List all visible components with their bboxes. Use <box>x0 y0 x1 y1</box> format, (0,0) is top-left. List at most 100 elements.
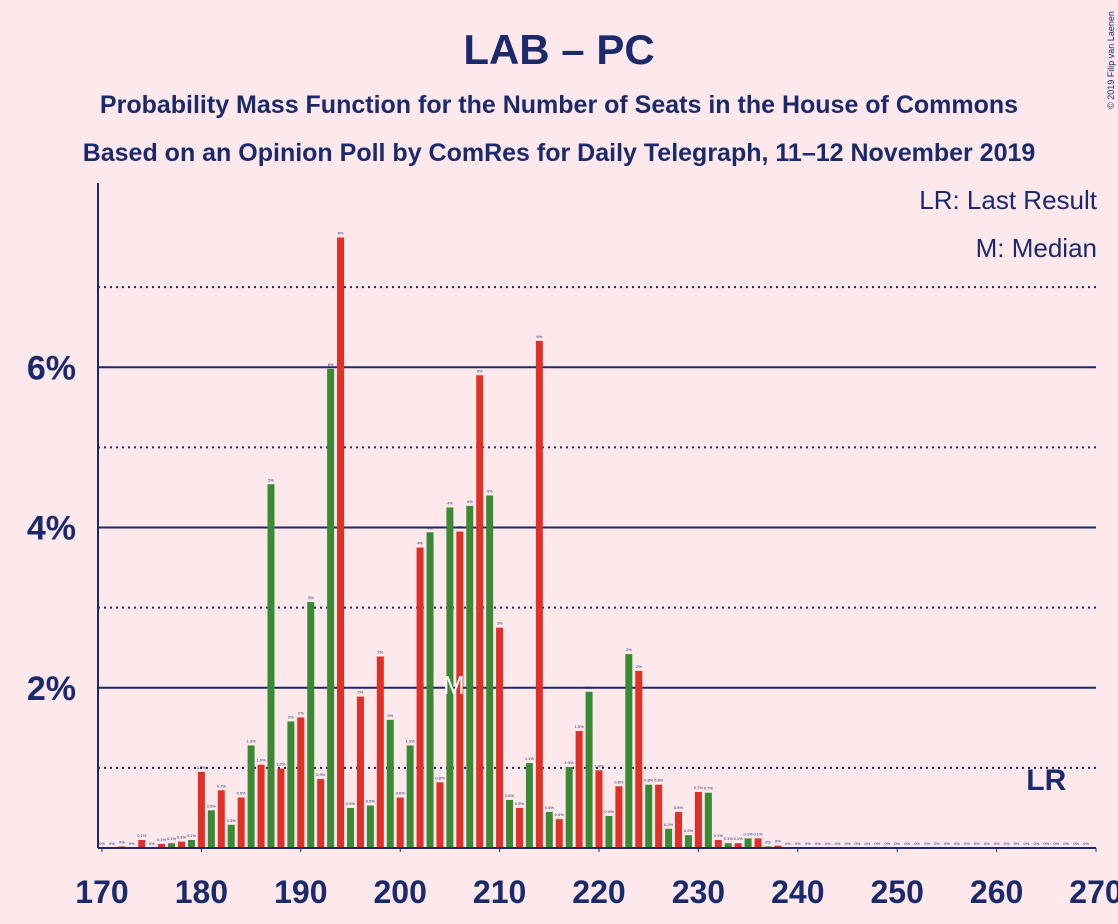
x-tick-label: 180 <box>175 874 228 910</box>
y-tick-label: 6% <box>27 349 76 387</box>
bar <box>217 790 225 848</box>
x-tick-label: 230 <box>672 874 725 910</box>
value-label: 0.7% <box>694 785 704 790</box>
bar <box>545 811 553 848</box>
bar <box>605 815 613 848</box>
value-label: 0% <box>765 839 771 844</box>
bar <box>515 807 523 848</box>
value-label: 0.3% <box>227 818 237 823</box>
value-label: 0.5% <box>515 801 525 806</box>
value-label: 0.4% <box>545 805 555 810</box>
value-label: 4% <box>457 525 463 530</box>
value-label: 4% <box>487 488 493 493</box>
bar <box>476 375 484 848</box>
value-label: 6% <box>477 368 483 373</box>
value-label: 0% <box>795 841 801 846</box>
bar <box>645 784 653 848</box>
value-label: 0% <box>775 839 781 844</box>
chart-title: LAB – PC <box>463 26 654 73</box>
bar <box>337 237 345 848</box>
value-label: 0% <box>99 841 105 846</box>
bar <box>347 807 354 848</box>
value-label: 0% <box>1063 841 1069 846</box>
bar <box>227 824 235 848</box>
value-label: 1.0% <box>256 758 266 763</box>
x-tick-label: 210 <box>473 874 526 910</box>
value-label: 8% <box>338 230 344 235</box>
value-label: 0% <box>944 841 950 846</box>
value-label: 0.1% <box>714 833 724 838</box>
bar <box>327 368 335 848</box>
value-label: 0% <box>805 841 811 846</box>
y-tick-label: 2% <box>27 670 76 708</box>
bar <box>366 805 374 848</box>
value-label: 0% <box>1014 841 1020 846</box>
value-label: 2% <box>626 647 632 652</box>
x-tick-label: 200 <box>374 874 427 910</box>
value-label: 0.6% <box>237 791 247 796</box>
value-label: 0.9% <box>316 772 326 777</box>
bar <box>416 547 424 848</box>
value-label: 0% <box>835 841 841 846</box>
value-label: 4% <box>427 525 433 530</box>
value-label: 1.0% <box>276 762 286 767</box>
value-label: 0% <box>914 841 920 846</box>
bar <box>665 828 673 848</box>
value-label: 0% <box>894 841 900 846</box>
value-label: 0.5% <box>674 805 684 810</box>
copyright: © 2019 Filip van Laenen <box>1106 11 1116 109</box>
value-label: 0.2% <box>664 822 674 827</box>
bar <box>207 810 215 848</box>
bar <box>138 839 146 848</box>
bar <box>694 791 702 848</box>
value-label: 0% <box>845 841 851 846</box>
bar <box>247 745 255 848</box>
bar <box>426 532 434 848</box>
value-label: 2% <box>387 713 393 718</box>
value-label: 0.2% <box>684 828 694 833</box>
value-label: 0.1% <box>187 833 197 838</box>
value-label: 0% <box>954 841 960 846</box>
value-label: 0% <box>904 841 910 846</box>
value-label: 1.1% <box>525 756 535 761</box>
value-label: 0.1% <box>753 831 763 836</box>
value-label: 0.1% <box>177 835 187 840</box>
bar <box>615 786 623 848</box>
value-label: 0% <box>815 841 821 846</box>
bar <box>635 670 643 848</box>
bar <box>625 654 633 848</box>
bar <box>704 792 712 848</box>
bar <box>466 505 474 848</box>
value-label: 2% <box>377 650 383 655</box>
bar <box>595 770 603 848</box>
value-label: 0% <box>825 841 831 846</box>
bar <box>158 843 166 848</box>
value-label: 0% <box>785 841 791 846</box>
chart-subtitle: Probability Mass Function for the Number… <box>100 91 1018 119</box>
value-label: 3% <box>497 621 503 626</box>
bar <box>356 696 364 848</box>
value-label: 2% <box>358 690 364 695</box>
bar <box>178 841 186 848</box>
value-label: 0% <box>1043 841 1049 846</box>
value-label: 0% <box>119 839 125 844</box>
value-label: 0.8% <box>435 775 445 780</box>
value-label: 2% <box>586 685 592 690</box>
value-label: 0.7% <box>704 786 714 791</box>
bar <box>754 838 762 848</box>
value-label: 5% <box>268 477 274 482</box>
value-label: 0.6% <box>505 793 515 798</box>
x-tick-label: 260 <box>970 874 1023 910</box>
bar <box>287 721 295 848</box>
value-label: 0% <box>1073 841 1079 846</box>
value-label: 0% <box>964 841 970 846</box>
chart-subtitle: Based on an Opinion Poll by ComRes for D… <box>83 139 1036 167</box>
bar <box>307 602 315 848</box>
legend-entry: LR: Last Result <box>919 185 1098 215</box>
value-label: 0.6% <box>396 791 406 796</box>
value-label: 2% <box>636 664 642 669</box>
value-label: 0.7% <box>217 783 227 788</box>
bar <box>506 799 514 848</box>
value-label: 0.1% <box>744 831 754 836</box>
bar <box>456 531 464 848</box>
